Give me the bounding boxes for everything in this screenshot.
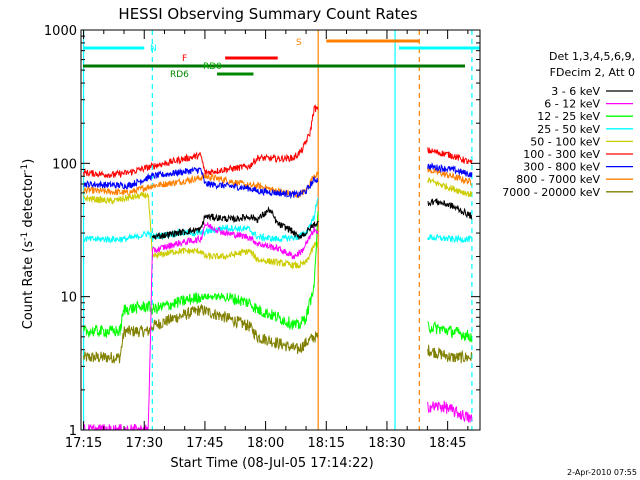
x-tick-label: 17:30	[126, 436, 163, 451]
series-line	[151, 198, 473, 241]
x-tick-label: 18:15	[308, 436, 345, 451]
annotation-label: F	[182, 54, 187, 64]
legend-header: FDecim 2, Att 0	[550, 66, 635, 79]
annotation-label: S	[296, 38, 302, 48]
legend-label: 6 - 12 keV	[544, 98, 600, 111]
x-tick-label: 17:15	[65, 436, 102, 451]
legend-label: 50 - 100 keV	[530, 135, 600, 148]
x-tick-label: 18:00	[247, 436, 284, 451]
legend-label: 100 - 300 keV	[523, 148, 600, 161]
plot-area: N F RD0 RD6 S 1 10 100 1000 17:15 17:30 17:45 18:00 1…	[44, 24, 481, 451]
series-line	[83, 104, 473, 179]
annotation-label: RD6	[170, 70, 189, 80]
series-line	[83, 197, 473, 244]
annotation-label: RD0	[203, 62, 222, 72]
y-tick-label: 1	[69, 424, 77, 439]
x-axis-label: Start Time (08-Jul-05 17:14:22)	[170, 456, 373, 471]
legend-label: 25 - 50 keV	[537, 123, 600, 136]
legend-label: 300 - 800 keV	[523, 161, 600, 174]
y-tick-label: 10	[60, 291, 77, 306]
legend-header: Det 1,3,4,5,6,9,	[549, 50, 635, 63]
y-tick-label: 100	[52, 157, 77, 172]
legend-label: 3 - 6 keV	[551, 85, 600, 98]
series-line	[83, 211, 473, 343]
y-axis-label: Count Rate (s-1 detector-1)	[20, 159, 36, 330]
legend-label: 800 - 7000 keV	[516, 173, 600, 186]
plot-frame	[80, 29, 481, 431]
legend: Det 1,3,4,5,6,9, FDecim 2, Att 0 3 - 6 keV…	[502, 50, 635, 199]
x-tick-label: 18:30	[368, 436, 405, 451]
legend-label: 7000 - 20000 keV	[502, 186, 600, 199]
y-tick-label: 1000	[44, 24, 77, 39]
x-tick-label: 18:45	[429, 436, 466, 451]
x-tick-label: 17:45	[186, 436, 223, 451]
series-line	[83, 177, 473, 270]
legend-label: 12 - 25 keV	[537, 110, 600, 123]
series-group	[83, 104, 473, 430]
series-line	[83, 222, 473, 430]
chart-title: HESSI Observing Summary Count Rates	[118, 5, 417, 23]
annotation-label: N	[150, 44, 157, 54]
series-line	[83, 161, 473, 199]
render-timestamp: 2-Apr-2010 07:55	[567, 468, 637, 477]
series-line	[83, 166, 472, 199]
series-line	[83, 304, 473, 364]
